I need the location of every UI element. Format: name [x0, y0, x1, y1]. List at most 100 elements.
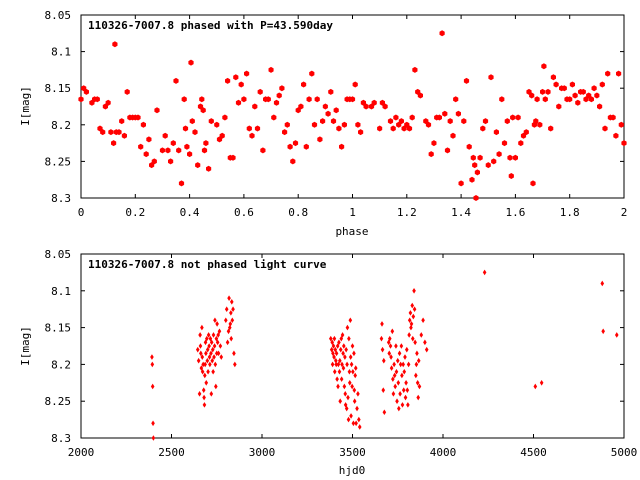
data-point: [213, 317, 217, 324]
data-point: [352, 387, 357, 393]
data-point: [151, 435, 156, 441]
data-point: [204, 335, 209, 342]
x-tick-label: 2: [621, 206, 628, 219]
y-axis-label: I[mag]: [19, 86, 32, 126]
data-point: [340, 361, 344, 368]
data-point: [235, 99, 242, 106]
data-point: [406, 125, 413, 132]
data-point: [330, 118, 337, 125]
data-point: [412, 306, 417, 312]
data-point: [217, 328, 222, 335]
data-point: [287, 143, 293, 150]
x-tick-label: 1.2: [397, 206, 417, 219]
data-point: [341, 365, 346, 371]
data-point: [618, 121, 624, 128]
data-point: [224, 306, 229, 312]
data-point: [317, 136, 323, 143]
data-point: [340, 332, 345, 338]
data-point: [219, 132, 225, 139]
data-point: [265, 96, 271, 103]
x-tick-label: 2000: [68, 446, 95, 459]
data-point: [229, 310, 233, 316]
data-point: [350, 383, 354, 390]
data-point: [173, 77, 179, 84]
data-point: [182, 125, 189, 132]
phased-light-curve-plot: 110326-7007.8 phased with P=43.590day ph…: [19, 9, 627, 238]
data-point: [520, 132, 527, 139]
data-point: [357, 416, 361, 423]
data-point: [380, 321, 384, 327]
data-point: [428, 151, 434, 158]
data-point: [290, 158, 296, 165]
data-point: [338, 357, 342, 364]
data-point: [473, 195, 479, 201]
data-point: [389, 354, 393, 360]
data-point: [421, 317, 425, 324]
data-point: [508, 173, 514, 179]
data-point: [244, 70, 250, 77]
data-point: [339, 376, 344, 382]
data-point: [349, 361, 354, 368]
data-point: [423, 118, 429, 125]
data-point: [586, 92, 592, 99]
data-point: [406, 402, 410, 408]
data-point: [541, 63, 547, 70]
data-point: [419, 332, 424, 338]
data-point: [591, 85, 597, 92]
data-point: [575, 99, 581, 106]
data-point: [330, 339, 335, 346]
data-point: [203, 361, 207, 368]
y-tick-label: 8.25: [45, 155, 72, 168]
data-point: [332, 368, 337, 375]
data-point: [151, 158, 157, 165]
data-point: [116, 129, 122, 136]
data-point: [389, 365, 394, 371]
data-point: [207, 343, 211, 349]
data-point: [381, 387, 386, 393]
x-tick-label: 1.8: [560, 206, 580, 219]
data-point: [198, 343, 203, 349]
data-point: [200, 107, 206, 114]
data-point: [533, 118, 539, 125]
data-point: [330, 361, 335, 368]
data-point: [211, 368, 215, 375]
data-point: [391, 391, 396, 397]
data-point: [472, 162, 478, 169]
data-point: [170, 140, 176, 147]
y-tick-label: 8.15: [45, 82, 72, 95]
x-tick-label: 1.4: [451, 206, 471, 219]
data-point: [203, 372, 207, 379]
data-point: [329, 346, 334, 353]
axis-ticks: 2000 2500 3000 3500 4000 4500 5000 8.05 8.1 8.15 8…: [45, 248, 638, 459]
data-point: [605, 70, 611, 77]
data-point: [271, 114, 277, 121]
data-point: [399, 343, 404, 349]
data-point: [550, 74, 556, 81]
data-point: [209, 350, 213, 357]
data-point: [561, 85, 567, 92]
data-point: [360, 99, 366, 106]
data-point: [405, 346, 409, 353]
data-point: [351, 368, 355, 375]
data-point: [331, 343, 336, 349]
data-point: [252, 103, 258, 110]
data-point: [501, 140, 508, 147]
data-point: [352, 81, 358, 88]
x-tick-label: 4500: [520, 446, 547, 459]
data-point: [397, 350, 402, 357]
data-point: [556, 103, 562, 110]
data-point: [205, 346, 210, 353]
data-point: [353, 372, 358, 379]
x-tick-label: 1.6: [505, 206, 525, 219]
data-point: [222, 114, 228, 121]
data-point: [518, 140, 524, 147]
data-point: [417, 383, 422, 390]
data-point: [216, 332, 220, 338]
data-point: [413, 339, 417, 346]
data-point: [540, 88, 546, 95]
data-point: [284, 121, 290, 128]
data-point: [363, 103, 369, 110]
data-point: [211, 332, 216, 338]
data-point: [349, 96, 356, 103]
data-point: [232, 350, 236, 357]
